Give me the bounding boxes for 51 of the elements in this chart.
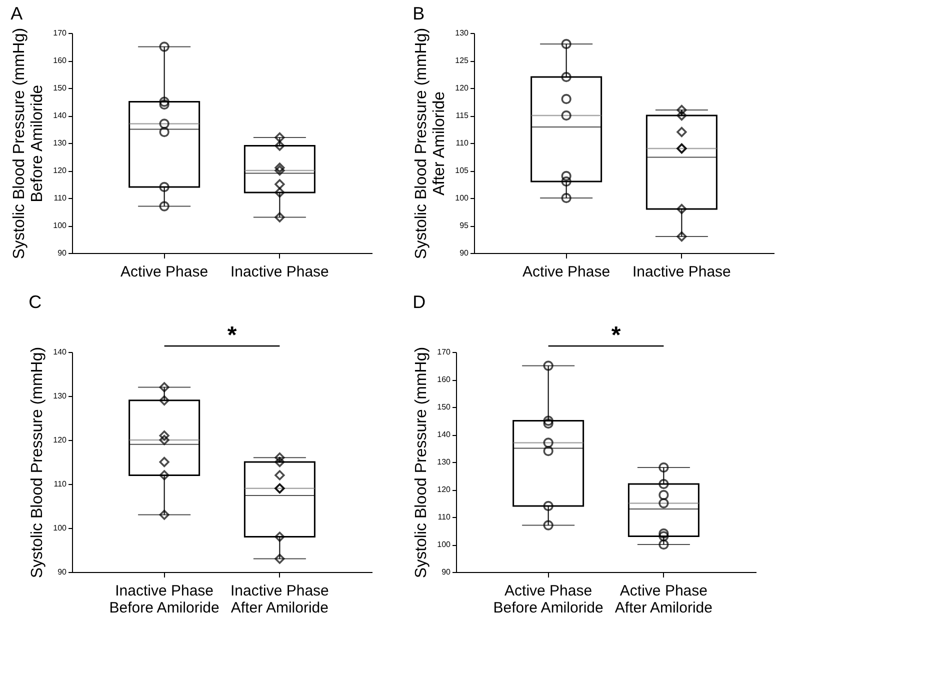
y-tick-label: 130 xyxy=(455,28,470,38)
chart-title: C xyxy=(28,292,42,312)
y-tick-label: 150 xyxy=(53,84,68,92)
y-tick-label: 120 xyxy=(53,436,68,444)
y-tick-label: 115 xyxy=(456,111,470,120)
chart-title: B xyxy=(412,3,425,24)
y-tick-label: 90 xyxy=(58,248,68,258)
x-tick-label: Inactive Phase xyxy=(230,264,329,280)
y-tick-label: 95 xyxy=(460,221,470,230)
x-tick-label: Active Phase xyxy=(120,264,208,280)
x-tick-label: Active Phase Before Amiloride xyxy=(493,582,604,616)
y-tick-label: 120 xyxy=(437,485,452,494)
chart-title: D xyxy=(412,292,426,312)
x-tick-label: Inactive Phase After Amiloride xyxy=(230,582,329,616)
text: * xyxy=(227,322,238,349)
y-tick-label: 100 xyxy=(437,540,452,549)
y-tick-label: 150 xyxy=(437,402,452,412)
y-tick-label: 120 xyxy=(455,84,470,92)
y-axis-title: Systolic Blood Pressure (mmHg) xyxy=(29,346,46,578)
y-tick-label: 140 xyxy=(53,111,68,120)
y-axis-title: Systolic Blood Pressure (mmHg) After Amiloride xyxy=(413,28,448,260)
y-tick-label: 110 xyxy=(438,512,452,522)
y-tick-label: 90 xyxy=(58,568,68,576)
y-tick-label: 130 xyxy=(53,138,68,148)
y-axis-title: Systolic Blood Pressure (mmHg) xyxy=(413,346,430,578)
y-tick-label: 170 xyxy=(437,348,452,356)
chart-title: A xyxy=(10,3,23,24)
y-tick-label: 170 xyxy=(53,28,68,38)
y-tick-label: 100 xyxy=(53,221,68,230)
x-tick-label: Active Phase After Amiloride xyxy=(614,582,712,616)
y-tick-label: 100 xyxy=(455,194,470,202)
y-tick-label: 120 xyxy=(53,166,68,175)
y-axis-title: Systolic Blood Pressure (mmHg) Before Amiloride xyxy=(11,28,46,260)
y-tick-label: 100 xyxy=(53,524,68,532)
y-tick-label: 110 xyxy=(54,480,68,488)
y-tick-label: 90 xyxy=(442,568,452,576)
y-tick-label: 110 xyxy=(456,138,470,148)
y-tick-label: 160 xyxy=(53,56,68,65)
y-tick-label: 140 xyxy=(53,348,68,356)
text: * xyxy=(611,322,622,349)
y-tick-label: 110 xyxy=(54,194,68,202)
y-tick-label: 125 xyxy=(455,56,470,65)
y-tick-label: 130 xyxy=(53,392,68,400)
y-tick-label: 105 xyxy=(455,166,470,175)
x-tick-label: Inactive Phase Before Amiloride xyxy=(109,582,220,616)
y-tick-label: 160 xyxy=(437,375,452,384)
y-tick-label: 130 xyxy=(437,458,452,466)
x-tick-label: Active Phase xyxy=(522,264,610,280)
y-tick-label: 140 xyxy=(437,430,452,439)
x-tick-label: Inactive Phase xyxy=(632,264,731,280)
y-tick-label: 90 xyxy=(460,248,470,258)
